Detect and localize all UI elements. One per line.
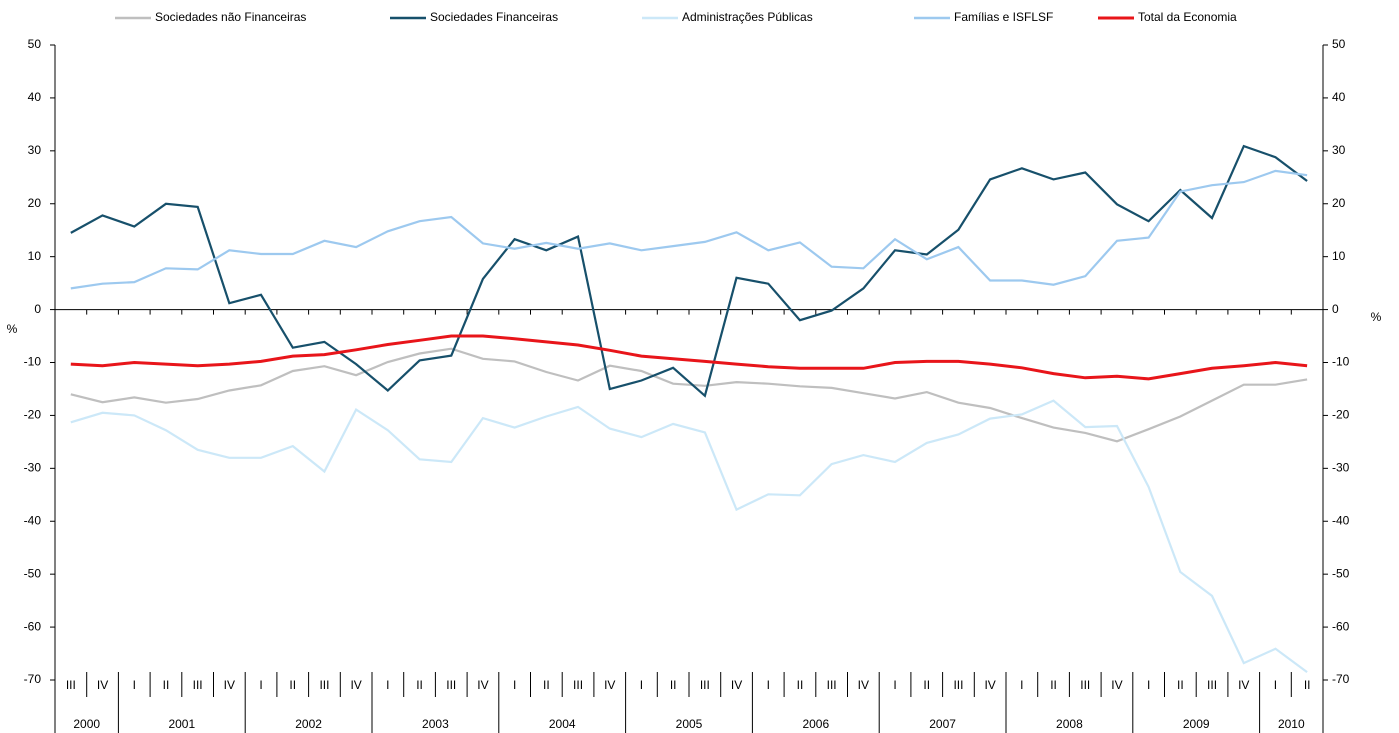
x-tick-label: II [923,678,930,692]
x-tick-label: IV [604,678,615,692]
x-tick-label: III [827,678,837,692]
y2-tick-label: 10 [1332,249,1346,263]
group-label: 2007 [929,717,956,731]
group-label: 2008 [1056,717,1083,731]
y2-tick-label: 30 [1332,143,1346,157]
y2-tick-label: -70 [1332,672,1350,686]
x-tick-label: I [1147,678,1150,692]
y-tick-label: 40 [28,90,42,104]
y2-tick-label: 40 [1332,90,1346,104]
x-tick-label: IV [1238,678,1249,692]
group-label: 2009 [1183,717,1210,731]
x-tick-label: III [1080,678,1090,692]
y-tick-label: 50 [28,37,42,51]
x-tick-label: II [1050,678,1057,692]
y-tick-label: -40 [24,513,42,527]
x-tick-label: I [1020,678,1023,692]
x-tick-label: IV [731,678,742,692]
y-tick-label: -50 [24,566,42,580]
series-line [70,169,1308,290]
x-tick-label: III [446,678,456,692]
y-tick-label: 20 [28,196,42,210]
legend-label: Administrações Públicas [682,10,813,24]
x-tick-label: I [640,678,643,692]
x-tick-label: III [193,678,203,692]
x-tick-label: II [1177,678,1184,692]
x-tick-label: IV [984,678,995,692]
x-tick-label: II [163,678,170,692]
series-line [70,144,1308,398]
x-tick-label: IV [477,678,488,692]
group-label: 2002 [295,717,322,731]
y-tick-label: -70 [24,672,42,686]
x-tick-label: II [289,678,296,692]
x-tick-label: I [1274,678,1277,692]
group-label: 2005 [676,717,703,731]
x-tick-label: I [767,678,770,692]
y2-tick-label: -30 [1332,461,1350,475]
x-tick-label: III [1207,678,1217,692]
x-tick-label: IV [350,678,361,692]
y2-tick-label: 50 [1332,37,1346,51]
y2-tick-label: -60 [1332,619,1350,633]
legend-label: Total da Economia [1138,10,1237,24]
x-tick-label: II [670,678,677,692]
y-tick-label: -30 [24,461,42,475]
x-tick-label: II [416,678,423,692]
y2-tick-label: 20 [1332,196,1346,210]
x-tick-label: I [386,678,389,692]
y2-tick-label: -20 [1332,408,1350,422]
legend-label: Sociedades Financeiras [430,10,558,24]
x-tick-label: III [66,678,76,692]
y-tick-label: -10 [24,355,42,369]
x-tick-label: II [797,678,804,692]
x-tick-label: III [319,678,329,692]
y2-tick-label: -50 [1332,566,1350,580]
group-label: 2003 [422,717,449,731]
y2-tick-label: 0 [1332,302,1339,316]
x-tick-label: I [893,678,896,692]
group-label: 2000 [73,717,100,731]
x-tick-label: IV [224,678,235,692]
group-label: 2001 [168,717,195,731]
x-tick-label: IV [858,678,869,692]
group-label: 2010 [1278,717,1305,731]
group-label: 2006 [802,717,829,731]
x-tick-label: III [953,678,963,692]
y-axis-label: % [7,322,18,336]
series-line [70,347,1308,443]
x-tick-label: IV [97,678,108,692]
y-tick-label: -60 [24,619,42,633]
series-line [70,399,1308,673]
x-tick-label: IV [1111,678,1122,692]
x-tick-label: III [573,678,583,692]
x-tick-label: I [259,678,262,692]
y2-tick-label: -40 [1332,513,1350,527]
y-tick-label: -20 [24,408,42,422]
y2-axis-label: % [1371,310,1382,324]
y-tick-label: 0 [34,302,41,316]
x-tick-label: III [700,678,710,692]
y-tick-label: 10 [28,249,42,263]
series-line [70,334,1308,381]
y2-tick-label: -10 [1332,355,1350,369]
y-tick-label: 30 [28,143,42,157]
legend-label: Sociedades não Financeiras [155,10,306,24]
legend-label: Famílias e ISFLSF [954,10,1053,24]
x-tick-label: II [1304,678,1311,692]
x-tick-label: I [513,678,516,692]
group-label: 2004 [549,717,576,731]
x-tick-label: I [133,678,136,692]
x-tick-label: II [543,678,550,692]
